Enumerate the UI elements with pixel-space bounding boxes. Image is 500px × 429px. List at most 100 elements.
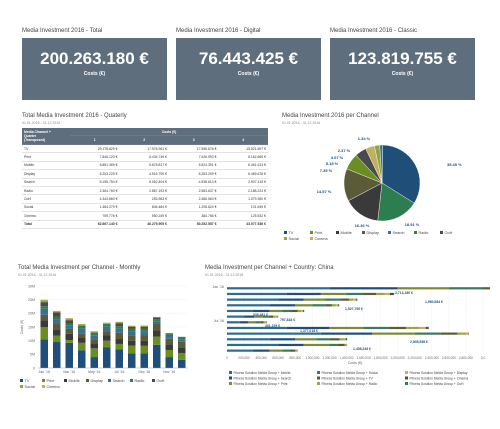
country-bar-segment[interactable] bbox=[465, 332, 469, 335]
country-bar-segment[interactable] bbox=[227, 326, 287, 330]
country-bar-segment[interactable] bbox=[278, 343, 304, 347]
country-bar-segment[interactable] bbox=[227, 287, 330, 290]
pie-legend-label[interactable]: Social bbox=[289, 237, 299, 241]
country-legend-label[interactable]: Fitness Solution Media Group + Search bbox=[234, 377, 292, 381]
country-bar-segment[interactable] bbox=[363, 292, 377, 296]
monthly-bar-segment[interactable] bbox=[53, 312, 61, 317]
pie-legend-label[interactable]: Radio bbox=[419, 231, 429, 235]
monthly-bar-segment[interactable] bbox=[115, 328, 124, 333]
monthly-bar-segment[interactable] bbox=[128, 328, 136, 332]
country-bar-segment[interactable] bbox=[269, 349, 283, 352]
monthly-bar-segment[interactable] bbox=[115, 323, 124, 327]
pie-legend-label[interactable]: Mobile bbox=[341, 231, 352, 235]
monthly-bar-segment[interactable] bbox=[78, 337, 86, 343]
country-legend-label[interactable]: Fitness Solution Media Group + Print bbox=[234, 382, 288, 386]
monthly-bar-segment[interactable] bbox=[103, 322, 111, 324]
monthly-legend-label[interactable]: Social bbox=[25, 385, 35, 389]
country-bar-segment[interactable] bbox=[363, 326, 390, 330]
monthly-bar-segment[interactable] bbox=[40, 327, 49, 340]
monthly-bar-segment[interactable] bbox=[40, 308, 49, 315]
monthly-bar-segment[interactable] bbox=[78, 342, 86, 351]
monthly-bar-segment[interactable] bbox=[78, 350, 86, 368]
country-bar-segment[interactable] bbox=[303, 343, 330, 347]
monthly-bar-segment[interactable] bbox=[165, 349, 174, 358]
monthly-legend-label[interactable]: TV bbox=[25, 379, 30, 383]
country-bar-segment[interactable] bbox=[286, 292, 321, 296]
country-bar-segment[interactable] bbox=[329, 326, 364, 330]
country-bar-segment[interactable] bbox=[227, 304, 270, 307]
monthly-bar-segment[interactable] bbox=[140, 331, 149, 336]
country-bar-segment[interactable] bbox=[278, 298, 304, 301]
monthly-bar-segment[interactable] bbox=[115, 326, 124, 329]
country-bar-segment[interactable] bbox=[343, 338, 346, 341]
country-bar-segment[interactable] bbox=[349, 298, 354, 301]
country-bar-segment[interactable] bbox=[372, 332, 415, 335]
monthly-legend-label[interactable]: Search bbox=[113, 379, 125, 383]
table-header-costs[interactable]: Costs (€) bbox=[70, 128, 268, 137]
monthly-bar-segment[interactable] bbox=[153, 323, 161, 331]
monthly-bar-segment[interactable] bbox=[65, 333, 74, 341]
monthly-bar-segment[interactable] bbox=[140, 328, 149, 332]
monthly-legend-label[interactable]: Mobile bbox=[69, 379, 80, 383]
country-bar-segment[interactable] bbox=[336, 304, 338, 307]
monthly-bar-segment[interactable] bbox=[115, 343, 124, 350]
monthly-bar-segment[interactable] bbox=[140, 353, 149, 368]
monthly-bar-segment[interactable] bbox=[165, 333, 174, 335]
monthly-bar-segment[interactable] bbox=[128, 353, 136, 368]
country-bar-segment[interactable] bbox=[252, 349, 270, 352]
country-bar-segment[interactable] bbox=[448, 287, 483, 290]
country-bar-segment[interactable] bbox=[393, 292, 395, 296]
country-bar-segment[interactable] bbox=[227, 309, 253, 313]
country-bar-segment[interactable] bbox=[457, 332, 466, 335]
country-legend-label[interactable]: Fitness Solution Media Group + Social bbox=[322, 371, 378, 375]
country-bar-segment[interactable] bbox=[269, 309, 283, 313]
country-bar-segment[interactable] bbox=[291, 309, 298, 313]
country-bar-segment[interactable] bbox=[325, 298, 341, 301]
country-bar-segment[interactable] bbox=[252, 309, 270, 313]
country-bar-segment[interactable] bbox=[227, 292, 287, 296]
monthly-bar-segment[interactable] bbox=[140, 327, 149, 329]
country-bar-segment[interactable] bbox=[244, 315, 255, 318]
monthly-bar-segment[interactable] bbox=[65, 323, 74, 326]
country-bar-segment[interactable] bbox=[295, 338, 317, 341]
table-row[interactable]: Social 1.484.279 €846.484 €1.208.624 €101… bbox=[22, 203, 268, 213]
country-bar-segment[interactable] bbox=[273, 315, 276, 318]
monthly-bar-segment[interactable] bbox=[178, 347, 186, 353]
pie-legend-label[interactable]: OoH bbox=[445, 231, 453, 235]
pie-legend-label[interactable]: TV bbox=[289, 231, 294, 235]
country-bar-segment[interactable] bbox=[296, 349, 298, 352]
country-bar-segment[interactable] bbox=[239, 321, 249, 324]
table-row[interactable]: OoH 4.343.860 €253.963 €2.486.563 €1.079.… bbox=[22, 194, 268, 204]
monthly-bar-segment[interactable] bbox=[78, 323, 86, 325]
country-legend-label[interactable]: Fitness Solution Media Group + TV bbox=[322, 377, 374, 381]
country-bar-segment[interactable] bbox=[227, 332, 321, 335]
monthly-bar-segment[interactable] bbox=[140, 345, 149, 354]
monthly-bar-segment[interactable] bbox=[78, 324, 86, 326]
monthly-bar-segment[interactable] bbox=[65, 318, 74, 321]
monthly-legend-label[interactable]: Cinema bbox=[47, 385, 61, 389]
monthly-legend-label[interactable]: OoH bbox=[157, 379, 165, 383]
table-row[interactable]: Search 5.155.754 €5.052.404 €4.538.614 €2… bbox=[22, 178, 268, 187]
monthly-bar-segment[interactable] bbox=[90, 343, 99, 349]
table-header-q1[interactable]: 1 bbox=[70, 135, 120, 145]
country-bar-segment[interactable] bbox=[316, 338, 330, 341]
country-bar-segment[interactable] bbox=[303, 298, 326, 301]
monthly-bar-segment[interactable] bbox=[103, 331, 111, 336]
country-bar-segment[interactable] bbox=[227, 349, 253, 352]
monthly-bar-segment[interactable] bbox=[53, 316, 61, 320]
country-bar-segment[interactable] bbox=[297, 309, 302, 313]
country-bar-segment[interactable] bbox=[414, 332, 441, 335]
pie-slice[interactable] bbox=[379, 144, 383, 184]
country-bar-segment[interactable] bbox=[406, 326, 419, 330]
country-bar-segment[interactable] bbox=[248, 321, 256, 324]
country-bar-segment[interactable] bbox=[337, 343, 345, 347]
table-header-channel[interactable]: Media Channel + Quarter (Transposed) bbox=[22, 128, 70, 145]
country-bar-segment[interactable] bbox=[227, 315, 245, 318]
monthly-bar-segment[interactable] bbox=[65, 320, 74, 324]
monthly-bar-segment[interactable] bbox=[153, 321, 161, 324]
kpi-digital-card[interactable]: 76.443.425 € Costs (€) bbox=[176, 38, 321, 100]
table-row[interactable]: TV 29.178.829 €17.976.961 €17.598.676 €15… bbox=[22, 144, 268, 154]
monthly-bar-segment[interactable] bbox=[128, 331, 136, 336]
country-bar-segment[interactable] bbox=[353, 298, 356, 301]
table-header-q2[interactable]: 2 bbox=[119, 135, 169, 145]
